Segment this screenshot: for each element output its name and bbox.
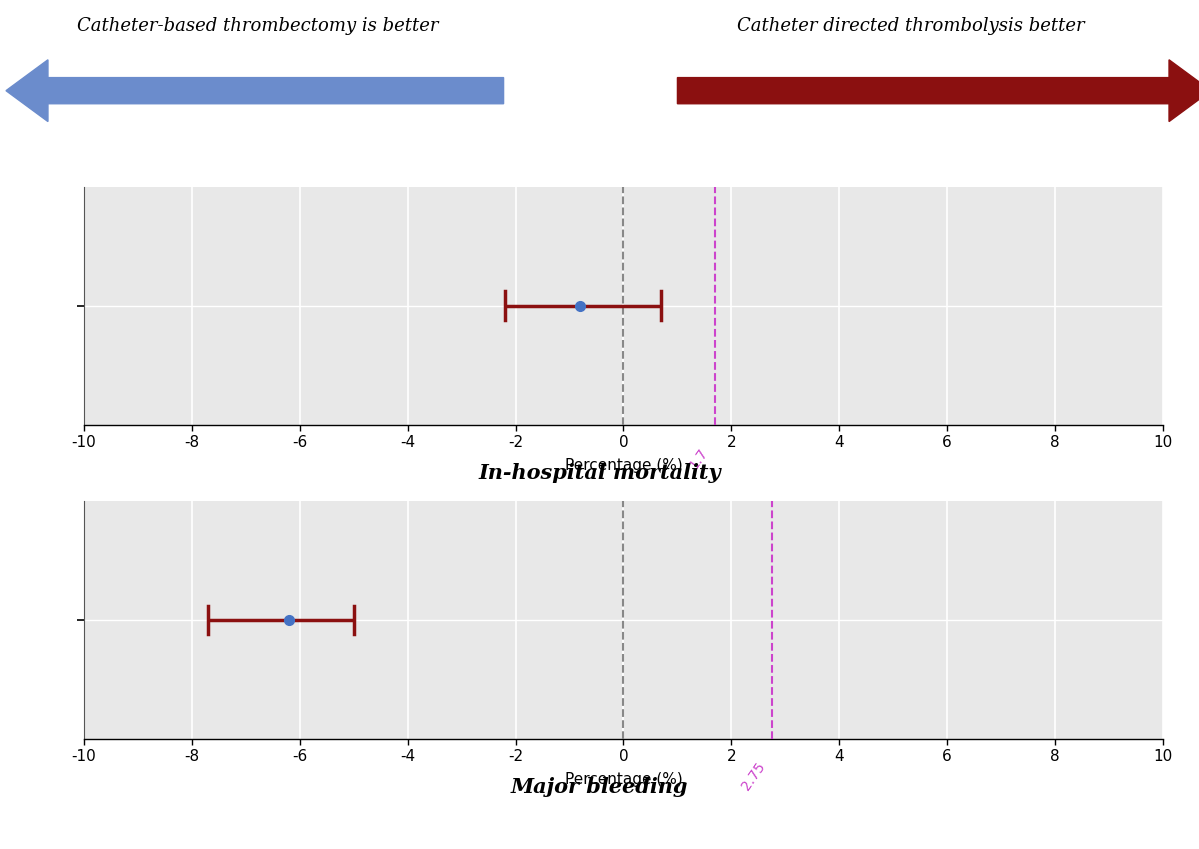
Text: 1.7: 1.7 [687, 446, 711, 472]
Text: 2.75: 2.75 [739, 760, 767, 793]
Text: Major bleeding: Major bleeding [511, 777, 688, 797]
X-axis label: Percentage (%): Percentage (%) [565, 458, 682, 473]
X-axis label: Percentage (%): Percentage (%) [565, 773, 682, 787]
Text: Catheter-based thrombectomy is better: Catheter-based thrombectomy is better [77, 18, 439, 36]
FancyArrow shape [677, 59, 1199, 121]
Text: Catheter directed thrombolysis better: Catheter directed thrombolysis better [737, 18, 1085, 36]
FancyArrow shape [6, 59, 504, 121]
Text: In-hospital mortality: In-hospital mortality [478, 463, 721, 483]
